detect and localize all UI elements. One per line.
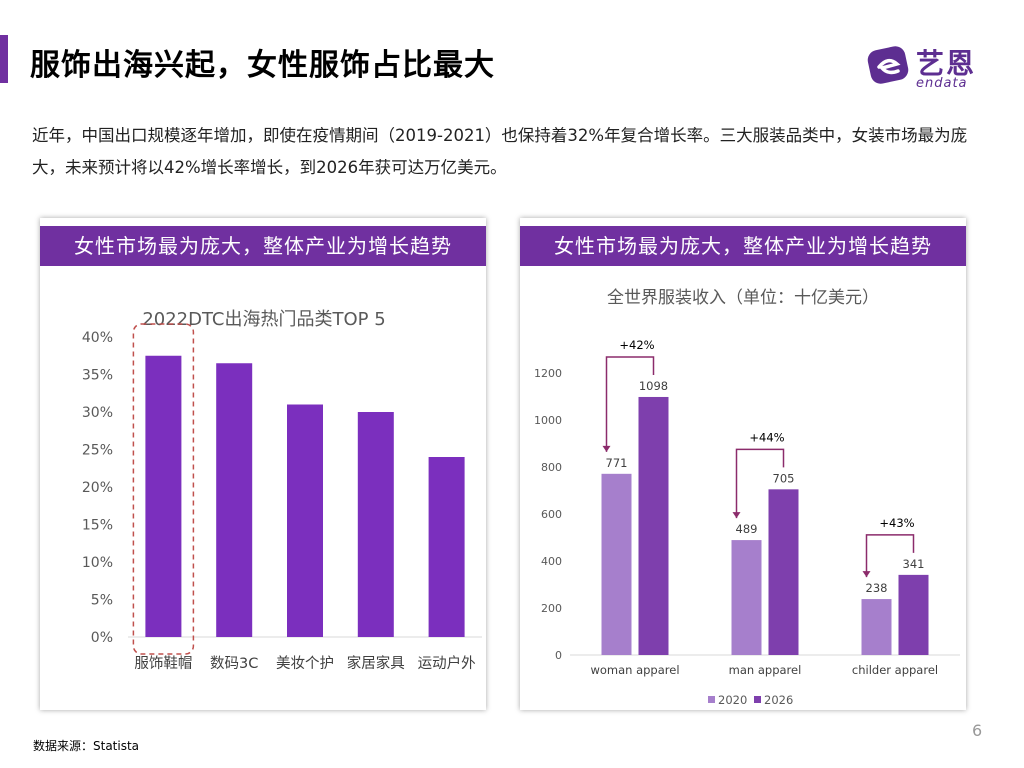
- y-tick-label: 35%: [82, 368, 113, 384]
- left-panel-header: 女性市场最为庞大，整体产业为增长趋势: [40, 226, 486, 266]
- legend-swatch-2026: [754, 696, 761, 703]
- bar-2026-1: [638, 396, 669, 655]
- page-title: 服饰出海兴起，女性服饰占比最大: [30, 48, 495, 83]
- y-tick-label: 20%: [82, 480, 113, 496]
- left-chart-panel: 女性市场最为庞大，整体产业为增长趋势 2022DTC出海热门品类TOP 5 0% 5…: [40, 218, 486, 710]
- data-label: 489: [736, 522, 758, 536]
- x-tick-label: 家居家具: [347, 655, 405, 672]
- y-tick-label: 400: [541, 555, 562, 568]
- growth-arrow: [865, 534, 915, 578]
- bar-2026-3: [898, 574, 929, 655]
- data-label: 771: [606, 456, 628, 470]
- data-label: 1098: [639, 379, 668, 393]
- y-tick-label: 1200: [534, 367, 562, 380]
- growth-arrow-head: [602, 445, 611, 452]
- title-accent-bar: [0, 35, 8, 83]
- x-tick-label: 数码3C: [210, 655, 258, 672]
- y-tick-label: 800: [541, 461, 562, 474]
- logo: 艺恩 endata: [866, 42, 996, 94]
- x-tick-label: 服饰鞋帽: [134, 655, 192, 672]
- bar-1: [145, 355, 182, 637]
- data-label: 341: [903, 557, 925, 571]
- logo-chinese-text: 艺恩: [916, 47, 977, 80]
- y-tick-label: 10%: [82, 555, 113, 571]
- y-tick-label: 30%: [82, 405, 113, 421]
- page-number: 6: [972, 721, 983, 740]
- bar-2: [216, 363, 253, 637]
- chart-title: 全世界服装收入（单位：十亿美元）: [607, 288, 879, 308]
- legend-swatch-2020: [708, 696, 715, 703]
- y-tick-label: 200: [541, 602, 562, 615]
- legend-label: 2026: [764, 693, 793, 707]
- growth-label: +42%: [619, 338, 654, 352]
- data-source: 数据来源：Statista: [33, 739, 140, 753]
- y-tick-label: 25%: [82, 443, 113, 459]
- y-tick-label: 15%: [82, 518, 113, 534]
- bar-2020-3: [861, 599, 892, 655]
- legend-label: 2020: [718, 693, 747, 707]
- growth-arrow-head: [732, 512, 741, 519]
- apparel-revenue-bar-chart: 全世界服装收入（单位：十亿美元） 0 200 400 600 800 1000 1200 771…: [534, 288, 960, 707]
- y-tick-label: 0%: [91, 630, 113, 646]
- growth-arrow: [735, 448, 785, 519]
- y-tick-label: 600: [541, 508, 562, 521]
- dtc-categories-bar-chart: 2022DTC出海热门品类TOP 5 0% 5% 10% 15% 20% 25% 30% 35%…: [82, 309, 482, 672]
- growth-label: +43%: [879, 516, 914, 530]
- bar-2020-1: [601, 473, 632, 655]
- growth-label: +44%: [749, 430, 784, 444]
- data-label: 705: [773, 471, 795, 485]
- right-panel-header: 女性市场最为庞大，整体产业为增长趋势: [520, 226, 966, 266]
- x-tick-label: woman apparel: [590, 663, 679, 677]
- bar-2026-2: [768, 489, 799, 655]
- y-tick-label: 5%: [91, 593, 113, 609]
- y-tick-label: 0: [555, 649, 562, 662]
- right-chart-panel: 女性市场最为庞大，整体产业为增长趋势 全世界服装收入（单位：十亿美元） 0 200 4…: [520, 218, 966, 710]
- bar-5: [428, 457, 465, 637]
- y-tick-label: 40%: [82, 330, 113, 346]
- bar-2020-2: [731, 540, 762, 655]
- data-label: 238: [866, 581, 888, 595]
- highlight-box: [132, 323, 195, 655]
- x-tick-label: 美妆个护: [276, 655, 334, 672]
- intro-paragraph: 近年，中国出口规模逐年增加，即使在疫情期间（2019-2021）也保持着32%年…: [32, 126, 968, 177]
- bar-3: [287, 404, 323, 637]
- x-tick-label: 运动户外: [418, 655, 476, 672]
- chart-title: 2022DTC出海热门品类TOP 5: [142, 309, 385, 330]
- endata-logo-icon: [867, 46, 909, 84]
- growth-arrow: [605, 356, 655, 452]
- y-tick-label: 1000: [534, 414, 562, 427]
- x-tick-label: man apparel: [729, 663, 802, 677]
- bar-4: [357, 412, 394, 637]
- growth-arrow-head: [862, 571, 871, 578]
- x-tick-label: childer apparel: [852, 663, 938, 677]
- logo-english-text: endata: [916, 76, 968, 91]
